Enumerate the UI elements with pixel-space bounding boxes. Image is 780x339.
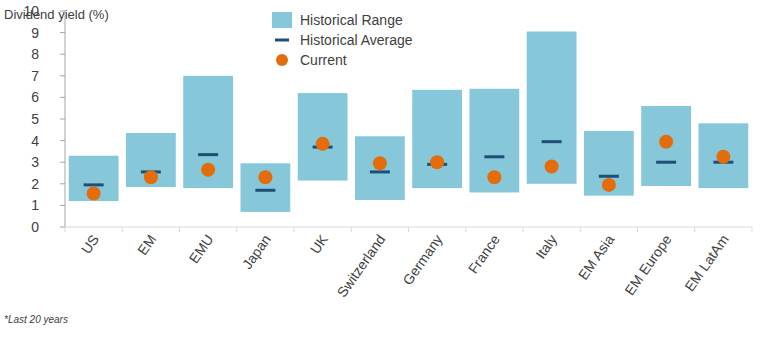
current-dot — [87, 187, 101, 201]
x-tick — [65, 227, 66, 232]
x-tick — [179, 227, 180, 232]
x-tick — [465, 227, 466, 232]
range-bar — [412, 90, 462, 188]
x-tick — [294, 227, 295, 232]
range-bar — [355, 136, 405, 200]
x-tick-label: Italy — [532, 232, 560, 262]
current-dot — [144, 170, 158, 184]
marks — [69, 32, 749, 212]
y-tick-label: 9 — [31, 25, 39, 41]
y-tick — [60, 32, 65, 33]
average-dash — [84, 183, 104, 186]
y-tick — [60, 97, 65, 98]
y-axis — [65, 11, 66, 227]
range-bar — [183, 76, 233, 188]
x-tick-label: UK — [307, 231, 332, 257]
x-tick-label: Japan — [239, 232, 274, 272]
x-tick-label: Switzerland — [334, 232, 389, 300]
legend-label: Current — [300, 52, 347, 68]
x-tick — [408, 227, 409, 232]
average-dash — [599, 175, 619, 178]
average-dash — [370, 170, 390, 173]
y-tick — [60, 140, 65, 141]
average-dash — [656, 161, 676, 164]
legend-label: Historical Average — [300, 32, 413, 48]
current-dot — [316, 137, 330, 151]
y-tick — [60, 11, 65, 12]
x-tick-label: France — [465, 231, 503, 276]
y-tick-label: 8 — [31, 46, 39, 62]
y-tick — [60, 162, 65, 163]
x-tick-label: Germany — [399, 232, 445, 288]
range-bar — [126, 133, 176, 187]
legend-swatch — [275, 39, 289, 42]
x-tick-label: EM — [134, 232, 159, 258]
average-dash — [198, 153, 218, 156]
range-bar — [527, 32, 577, 184]
current-dot — [545, 160, 559, 174]
range-bar — [469, 89, 519, 193]
x-tick — [122, 227, 123, 232]
current-dot — [659, 135, 673, 149]
x-tick — [523, 227, 524, 232]
current-dot — [201, 163, 215, 177]
current-dot — [258, 170, 272, 184]
y-tick — [60, 183, 65, 184]
range-bar — [641, 106, 691, 186]
footnote: *Last 20 years — [4, 314, 68, 325]
legend-swatch — [276, 54, 288, 66]
y-tick-label: 6 — [31, 89, 39, 105]
y-tick — [60, 205, 65, 206]
legend-label: Historical Range — [300, 12, 403, 28]
current-dot — [716, 150, 730, 164]
y-tick-label: 0 — [31, 219, 39, 235]
x-tick — [236, 227, 237, 232]
y-tick-label: 7 — [31, 68, 39, 84]
y-tick — [60, 119, 65, 120]
y-tick-label: 10 — [23, 3, 39, 19]
range-bar — [584, 131, 634, 196]
x-tick — [637, 227, 638, 232]
range-bar — [240, 163, 290, 212]
x-tick-label: EM Europe — [621, 231, 674, 298]
y-tick — [60, 227, 65, 228]
x-tick-label: EM LatAm — [681, 232, 732, 295]
legend-swatch — [272, 12, 292, 28]
y-tick-label: 2 — [31, 176, 39, 192]
range-bar — [298, 93, 348, 180]
y-tick — [60, 75, 65, 76]
range-bar — [698, 123, 748, 188]
x-tick — [351, 227, 352, 232]
chart: Dividend yield (%) 0 1 2 3 4 5 6 7 8 9 10 US EM EMU Jap… — [0, 0, 780, 339]
average-dash — [542, 140, 562, 143]
x-tick-label: EM Asia — [575, 231, 618, 282]
x-tick — [752, 227, 753, 232]
average-dash — [255, 189, 275, 192]
current-dot — [487, 170, 501, 184]
y-tick-label: 1 — [31, 197, 39, 213]
x-tick-label: US — [78, 232, 102, 257]
x-tick — [694, 227, 695, 232]
y-tick-label: 3 — [31, 154, 39, 170]
range-bar — [69, 156, 119, 201]
y-tick-label: 4 — [31, 133, 39, 149]
y-axis-label: Dividend yield (%) — [4, 7, 109, 22]
average-dash — [484, 155, 504, 158]
y-tick-label: 5 — [31, 111, 39, 127]
x-tick-label: EMU — [186, 232, 217, 267]
x-tick — [580, 227, 581, 232]
current-dot — [430, 155, 444, 169]
current-dot — [373, 156, 387, 170]
y-tick — [60, 54, 65, 55]
current-dot — [602, 178, 616, 192]
